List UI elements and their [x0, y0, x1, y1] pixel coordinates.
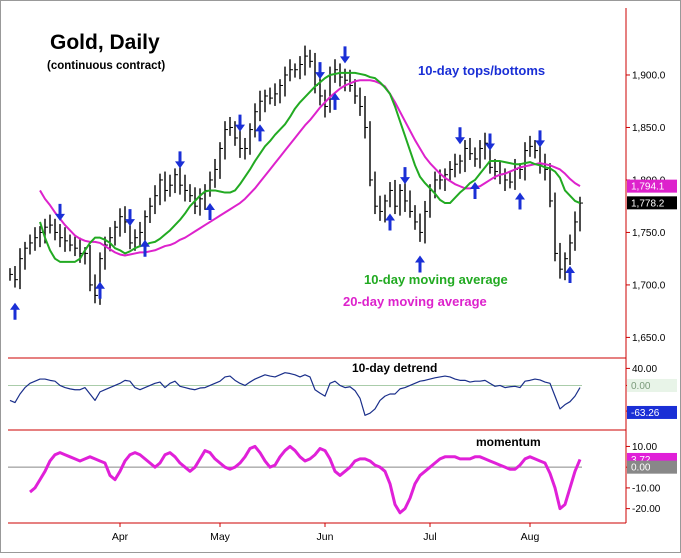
value-badge-label: 0.00 — [631, 381, 651, 392]
value-badge-label: 0.00 — [631, 463, 651, 474]
cycle-top-arrow — [485, 133, 495, 151]
cycle-bottom-arrow — [415, 255, 425, 273]
momentum-line — [29, 444, 582, 515]
ma10-label: 10-day moving average — [364, 272, 508, 287]
cycle-top-arrow — [400, 167, 410, 185]
cycle-bottom-arrow — [95, 281, 105, 299]
cycle-bottom-arrow — [565, 266, 575, 284]
value-badge-box — [627, 378, 677, 392]
value-badges: 1,794.11,778.20.00-63.263.720.00 — [627, 179, 677, 474]
cycle-bottom-arrow — [255, 124, 265, 142]
cycle-arrows — [10, 46, 575, 320]
cycle-top-arrow — [455, 127, 465, 145]
ma20-series — [39, 79, 581, 257]
cycle-bottom-arrow — [205, 203, 215, 221]
detrend-tick-label: 40.00 — [632, 364, 657, 375]
ma10-series — [39, 71, 581, 263]
cycle-top-arrow — [55, 203, 65, 221]
price-tick-label: 1,650.0 — [632, 333, 666, 344]
tops-bottoms-label: 10-day tops/bottoms — [418, 63, 545, 78]
ma20-line — [39, 79, 581, 257]
price-tick-label: 1,850.0 — [632, 123, 666, 134]
x-tick-label: Apr — [112, 531, 129, 543]
cycle-bottom-arrow — [515, 192, 525, 210]
detrend-line — [9, 372, 581, 416]
price-bars — [9, 45, 583, 305]
momentum-tick-label: -20.00 — [632, 504, 661, 515]
cycle-top-arrow — [235, 114, 245, 132]
cycle-top-arrow — [125, 209, 135, 227]
cycle-bottom-arrow — [140, 239, 150, 257]
cycle-top-arrow — [535, 130, 545, 148]
value-badge-label: 3.72 — [631, 455, 651, 466]
ma10-line — [39, 71, 581, 263]
momentum-series — [8, 444, 582, 515]
ma20-label: 20-day moving average — [343, 294, 487, 309]
cycle-bottom-arrow — [330, 92, 340, 110]
x-tick-label: Jul — [423, 531, 436, 543]
momentum-label: momentum — [476, 435, 541, 449]
chart-subtitle: (continuous contract) — [47, 60, 165, 72]
value-badge-box — [627, 460, 677, 474]
cycle-bottom-arrow — [10, 302, 20, 320]
price-tick-label: 1,700.0 — [632, 280, 666, 291]
cycle-bottom-arrow — [470, 182, 480, 200]
value-badge-box — [627, 179, 677, 193]
value-badge-label: -63.26 — [631, 408, 660, 419]
cycle-top-arrow — [315, 62, 325, 80]
momentum-tick-label: -10.00 — [632, 483, 661, 494]
value-badge-box — [627, 196, 677, 210]
x-tick-label: May — [210, 531, 231, 543]
x-tick-label: Jun — [317, 531, 334, 543]
momentum-tick-label: 10.00 — [632, 442, 657, 453]
cycle-bottom-arrow — [385, 213, 395, 231]
value-badge-box — [627, 405, 677, 419]
value-badge-label: 1,794.1 — [631, 182, 665, 193]
chart-title: Gold, Daily — [50, 31, 160, 54]
x-tick-label: Aug — [521, 531, 540, 543]
cycle-top-arrow — [175, 151, 185, 169]
price-tick-label: 1,750.0 — [632, 228, 666, 239]
detrend-label: 10-day detrend — [352, 361, 437, 375]
value-badge-label: 1,778.2 — [631, 198, 665, 209]
cycle-top-arrow — [340, 46, 350, 64]
detrend-series — [8, 372, 582, 416]
price-tick-label: 1,900.0 — [632, 70, 666, 81]
x-axis-ticks: Apr May Jun Jul Aug — [112, 523, 540, 543]
